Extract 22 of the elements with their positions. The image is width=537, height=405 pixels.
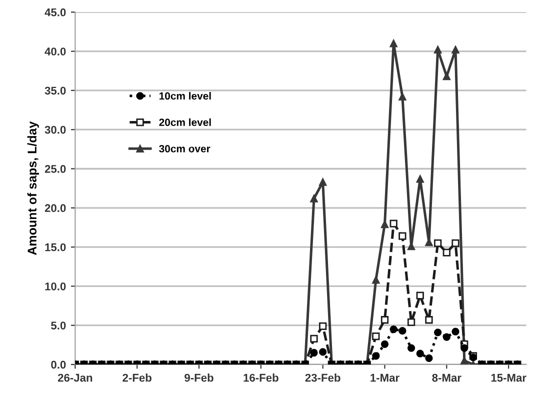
x-tick-label: 8-Mar <box>432 374 462 382</box>
x-tick-label: 2-Feb <box>122 374 152 382</box>
x-tick-label: 15-Mar <box>491 374 526 382</box>
y-tick-label: 45.0 <box>44 8 66 16</box>
y-tick-label: 35.0 <box>44 86 66 95</box>
x-tick-label: 23-Feb <box>305 374 340 382</box>
legend-label: 30cm over <box>159 145 210 152</box>
x-tick-label: 16-Feb <box>244 374 278 382</box>
y-tick-label: 40.0 <box>44 48 66 56</box>
y-tick-label: 20.0 <box>44 204 66 212</box>
y-tick-label: 10.0 <box>45 282 66 290</box>
y-tick-label: 5.0 <box>51 322 66 330</box>
x-tick-label: 26-Jan <box>58 374 92 382</box>
y-tick-label: 30.0 <box>44 126 66 134</box>
y-tick-label: 25.0 <box>44 165 66 173</box>
y-axis-title: Amount of saps, L/day <box>27 121 39 256</box>
y-tick-label: 15.0 <box>45 243 66 252</box>
y-tick-label: 0.0 <box>51 360 66 369</box>
legend-label: 10cm level <box>159 92 211 100</box>
legend-label: 20cm level <box>159 118 211 126</box>
x-tick-label: 1-Mar <box>370 374 400 382</box>
x-tick-label: 9-Feb <box>184 374 214 382</box>
